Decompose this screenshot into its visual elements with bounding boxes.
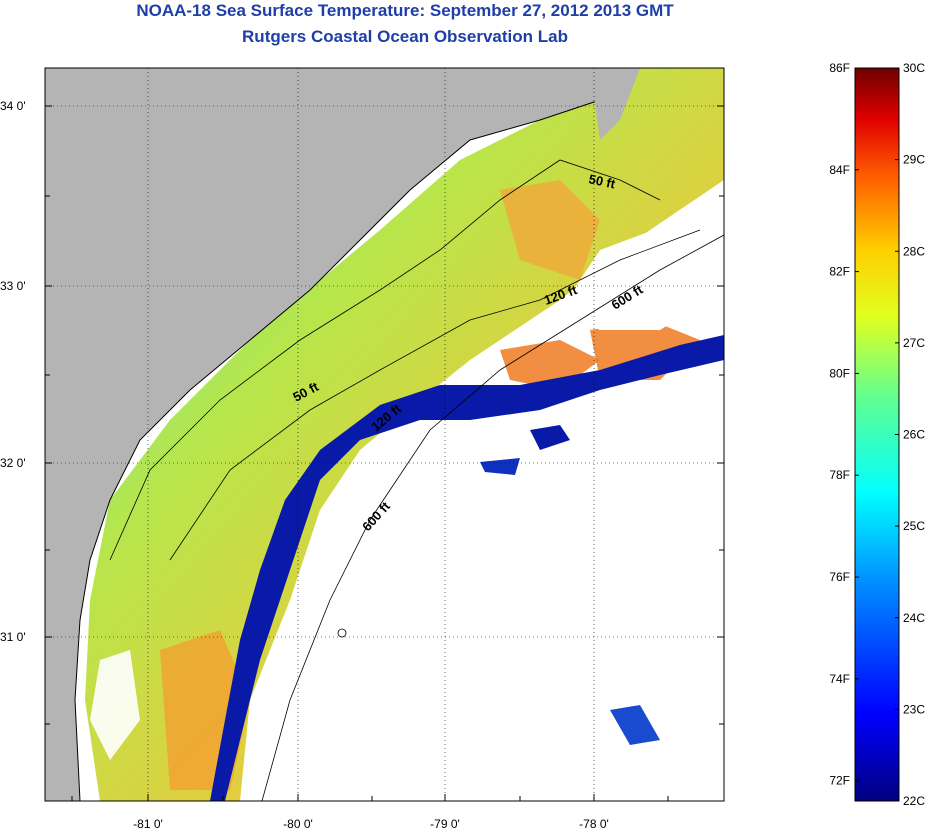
land-mass	[45, 68, 641, 801]
cold-patch	[610, 705, 660, 745]
axis-ticks	[45, 105, 724, 801]
celsius-label: 22C	[903, 794, 925, 808]
lat-label: 31 0'	[0, 630, 26, 644]
land-mass	[590, 68, 640, 140]
color-bar	[854, 67, 900, 802]
celsius-label: 29C	[903, 153, 925, 167]
lat-label: 34 0'	[0, 99, 26, 113]
lon-label: -79 0'	[430, 817, 460, 831]
lat-label: 32 0'	[0, 456, 26, 470]
warm-patch	[500, 180, 600, 280]
isobath-120ft	[169, 229, 701, 561]
celsius-label: 30C	[903, 61, 925, 75]
fahrenheit-label: 86F	[829, 61, 850, 75]
map-title: NOAA-18 Sea Surface Temperature: Septemb…	[136, 1, 674, 20]
cloud-patch	[560, 200, 724, 330]
fahrenheit-label: 82F	[829, 265, 850, 279]
cold-patch	[530, 425, 570, 450]
celsius-label: 25C	[903, 519, 925, 533]
fahrenheit-label: 80F	[829, 366, 850, 380]
lon-label: -81 0'	[133, 817, 163, 831]
cold-patch	[480, 458, 520, 475]
color-bar-ticks	[855, 67, 899, 802]
cloud-patch	[90, 650, 140, 760]
fahrenheit-label: 84F	[829, 163, 850, 177]
fahrenheit-label: 72F	[829, 774, 850, 788]
celsius-label: 23C	[903, 702, 925, 716]
isobath-600ft	[261, 234, 724, 801]
map-frame	[44, 67, 725, 802]
fahrenheit-label: 74F	[829, 672, 850, 686]
contour-label: 50 ft	[587, 171, 617, 191]
map-subtitle: Rutgers Coastal Ocean Observation Lab	[242, 27, 568, 46]
lon-label: -78 0'	[579, 817, 609, 831]
celsius-label: 24C	[903, 611, 925, 625]
fahrenheit-label: 76F	[829, 570, 850, 584]
celsius-label: 28C	[903, 244, 925, 258]
fahrenheit-label: 78F	[829, 468, 850, 482]
lon-label: -80 0'	[283, 817, 313, 831]
lat-label: 33 0'	[0, 279, 26, 293]
celsius-label: 26C	[903, 428, 925, 442]
cold-water-edge	[210, 335, 724, 801]
celsius-label: 27C	[903, 336, 925, 350]
isobath-50ft	[109, 159, 661, 561]
